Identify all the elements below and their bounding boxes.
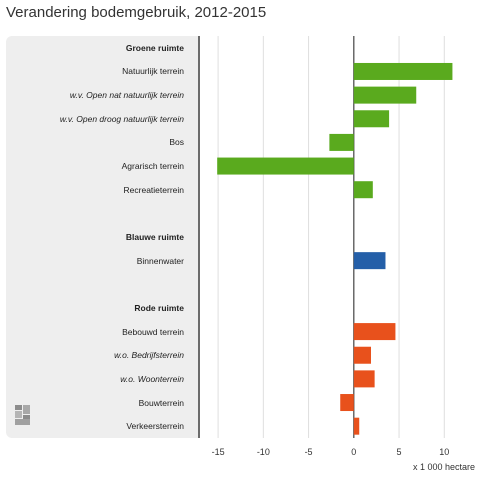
category-label: Binnenwater	[136, 255, 184, 266]
x-tick-label: -10	[257, 447, 270, 457]
bar-bouwterrein	[340, 394, 354, 412]
category-label: w.v. Open droog natuurlijk terrein	[59, 113, 184, 124]
x-tick-label: -15	[212, 447, 225, 457]
bar-recreatieterrein	[353, 181, 373, 199]
cbs-logo-icon	[14, 404, 32, 426]
category-label: w.v. Open nat natuurlijk terrein	[69, 90, 184, 101]
category-label: w.o. Bedrijfsterrein	[114, 350, 184, 361]
category-label: Agrarisch terrein	[121, 161, 184, 172]
x-axis-unit-label: x 1 000 hectare	[412, 462, 475, 472]
category-label: Recreatieterrein	[123, 184, 184, 195]
category-label: Natuurlijk terrein	[122, 66, 184, 77]
bar-natuurlijk-terrein	[353, 62, 453, 80]
category-label: Bos	[169, 137, 184, 148]
category-label: Bouwterrein	[138, 397, 184, 408]
bar-w-o-bedrijfsterrein	[353, 346, 371, 364]
x-tick-label: -5	[305, 447, 313, 457]
bar-w-o-woonterrein	[353, 370, 375, 388]
bar-verkeersterrein	[353, 417, 360, 435]
category-label: Bebouwd terrein	[122, 326, 184, 337]
bar-bos	[329, 133, 354, 151]
x-tick-label: 5	[397, 447, 402, 457]
group-header-label: Groene ruimte	[125, 42, 184, 53]
x-tick-label: 0	[351, 447, 356, 457]
label-divider	[198, 36, 200, 438]
chart-title: Verandering bodemgebruik, 2012-2015	[6, 4, 267, 21]
bar-bebouwd-terrein	[353, 323, 396, 341]
group-header-label: Blauwe ruimte	[125, 232, 184, 242]
bar-agrarisch-terrein	[217, 157, 354, 175]
category-label-panel	[6, 36, 198, 438]
x-tick-label: 10	[439, 447, 449, 457]
category-label: w.o. Woonterrein	[120, 373, 184, 384]
bar-w-v-open-droog-natuurlijk-terrein	[353, 110, 390, 128]
bar-binnenwater	[353, 252, 386, 270]
category-label: Verkeersterrein	[126, 421, 184, 432]
bar-w-v-open-nat-natuurlijk-terrein	[353, 86, 417, 104]
group-header-label: Rode ruimte	[134, 302, 184, 313]
